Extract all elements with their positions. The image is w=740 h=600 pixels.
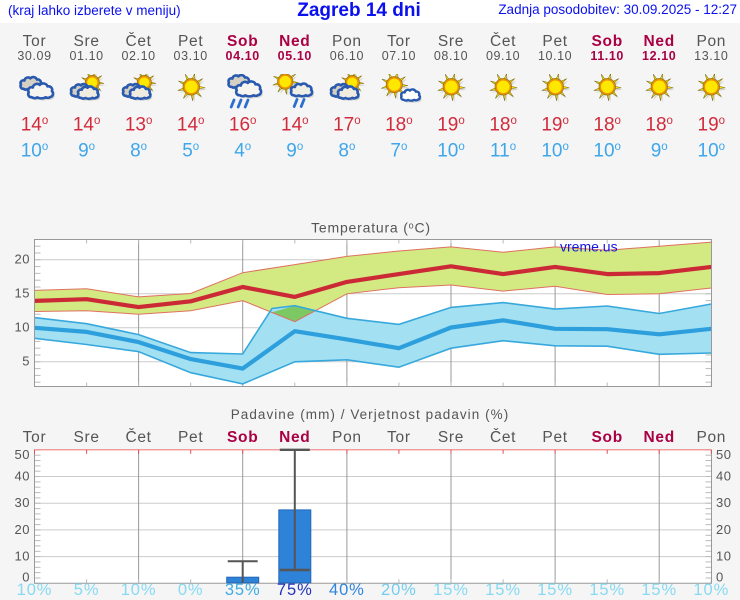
svg-text:40: 40 [15,468,30,483]
svg-text:40: 40 [716,468,731,483]
svg-text:15: 15 [15,286,30,301]
svg-text:20: 20 [716,522,731,537]
svg-text:30: 30 [15,495,30,510]
svg-text:20: 20 [15,522,30,537]
svg-text:50: 50 [15,447,30,462]
svg-text:20: 20 [15,252,30,267]
svg-text:vreme.us: vreme.us [560,239,618,255]
svg-text:30: 30 [716,495,731,510]
svg-text:Temperatura (oC): Temperatura (oC) [311,220,431,236]
svg-text:10: 10 [716,549,731,564]
svg-text:10: 10 [15,549,30,564]
svg-text:0: 0 [22,569,30,584]
svg-text:10: 10 [15,320,30,335]
svg-text:0: 0 [716,569,724,584]
svg-text:50: 50 [716,447,731,462]
svg-text:5: 5 [22,354,30,369]
